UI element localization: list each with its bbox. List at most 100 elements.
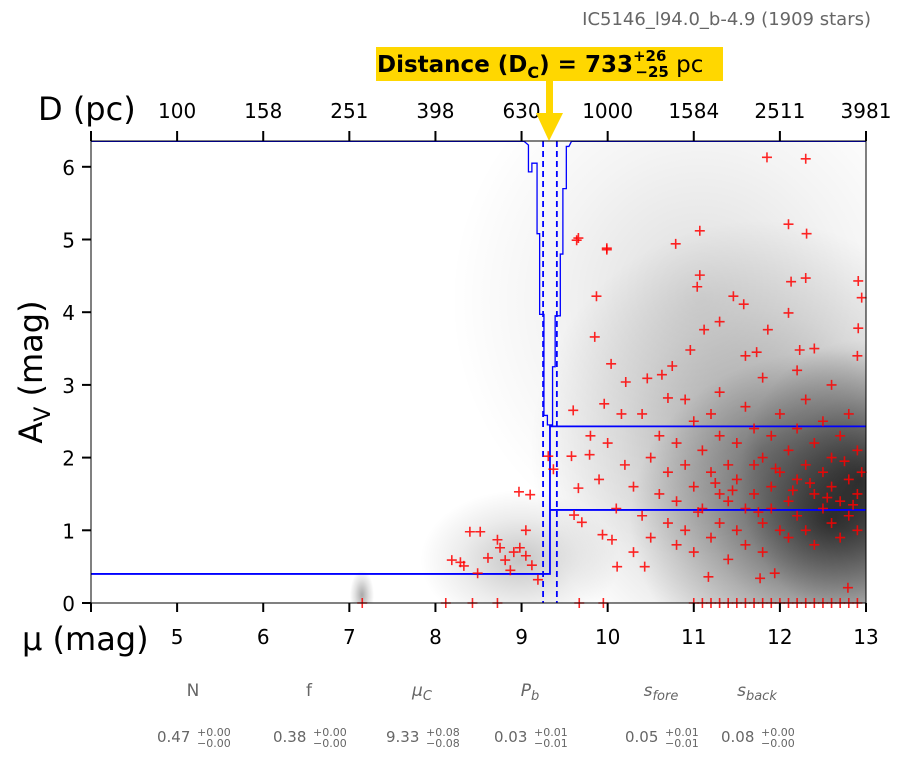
star-marker bbox=[464, 526, 475, 537]
star-marker bbox=[835, 532, 846, 543]
y-tick-label: 2 bbox=[62, 447, 75, 471]
star-marker bbox=[774, 408, 785, 419]
star-marker bbox=[766, 503, 777, 514]
star-marker bbox=[656, 369, 667, 380]
star-marker bbox=[761, 152, 772, 163]
star-marker bbox=[740, 539, 751, 550]
star-marker bbox=[783, 496, 794, 507]
star-marker bbox=[766, 481, 777, 492]
param-lower-error: −0.00 bbox=[313, 737, 347, 750]
star-marker bbox=[616, 408, 627, 419]
param-label: sfore bbox=[644, 681, 679, 704]
distance-annotation: Distance (DC) = 733+26 −25 pc bbox=[376, 47, 723, 141]
posterior-curve bbox=[91, 140, 866, 426]
star-marker bbox=[817, 416, 828, 427]
param-value: 9.33 bbox=[386, 728, 419, 746]
star-marker bbox=[492, 534, 503, 545]
star-marker bbox=[800, 394, 811, 405]
param-upper-error: +0.01 bbox=[665, 726, 699, 739]
star-marker bbox=[697, 445, 708, 456]
star-marker bbox=[645, 452, 656, 463]
star-marker bbox=[693, 507, 704, 518]
annotation-arrow-head bbox=[536, 113, 563, 141]
extinction-model-line bbox=[91, 425, 866, 575]
star-marker bbox=[757, 518, 768, 529]
star-marker bbox=[525, 489, 536, 500]
star-marker bbox=[755, 573, 766, 584]
x-axis: 5 6 7 8 9 10 11 12 13 bbox=[90, 603, 879, 649]
star-marker bbox=[774, 525, 785, 536]
star-marker bbox=[475, 526, 486, 537]
star-marker bbox=[611, 503, 622, 514]
star-marker bbox=[543, 451, 554, 462]
param-label: Pb bbox=[521, 681, 540, 704]
star-marker bbox=[740, 503, 751, 514]
param-upper-error: +0.08 bbox=[426, 726, 460, 739]
top-tick-label: 630 bbox=[502, 99, 540, 123]
star-marker bbox=[703, 571, 714, 582]
param-value: 0.47 bbox=[157, 728, 190, 746]
top-tick-label: 2511 bbox=[754, 99, 805, 123]
star-marker bbox=[731, 525, 742, 536]
star-marker bbox=[751, 347, 762, 358]
star-marker bbox=[852, 488, 863, 499]
param-lower-error: −0.08 bbox=[426, 737, 460, 750]
star-marker bbox=[842, 582, 853, 593]
star-marker bbox=[662, 392, 673, 403]
star-marker bbox=[728, 291, 739, 302]
star-marker bbox=[843, 510, 854, 521]
star-marker bbox=[680, 394, 691, 405]
star-marker bbox=[589, 331, 600, 342]
star-marker bbox=[826, 481, 837, 492]
star-marker bbox=[852, 525, 863, 536]
star-marker bbox=[856, 292, 867, 303]
star-marker bbox=[794, 345, 805, 356]
star-marker bbox=[569, 510, 580, 521]
star-marker bbox=[809, 438, 820, 449]
star-marker bbox=[482, 552, 493, 563]
star-marker bbox=[654, 430, 665, 441]
star-marker bbox=[645, 532, 656, 543]
y-axis-label: AV (mag) bbox=[12, 300, 56, 443]
param-label: N bbox=[187, 681, 200, 701]
star-marker bbox=[835, 496, 846, 507]
star-marker bbox=[671, 496, 682, 507]
star-marker bbox=[800, 459, 811, 470]
y-tick-label: 1 bbox=[62, 519, 75, 543]
star-marker bbox=[792, 510, 803, 521]
star-marker bbox=[667, 360, 678, 371]
star-marker bbox=[783, 532, 794, 543]
star-marker bbox=[809, 539, 820, 550]
x-tick-label: 8 bbox=[429, 625, 442, 649]
star-marker bbox=[571, 235, 582, 246]
star-marker bbox=[694, 225, 705, 236]
top-tick-label: 251 bbox=[330, 99, 368, 123]
star-marker bbox=[786, 276, 797, 287]
param-label: μC bbox=[411, 681, 433, 704]
x-tick-label: 13 bbox=[853, 625, 878, 649]
param-upper-error: +0.01 bbox=[534, 726, 568, 739]
star-marker bbox=[787, 485, 798, 496]
star-marker bbox=[826, 518, 837, 529]
star-marker bbox=[680, 459, 691, 470]
top-tick-label: 100 bbox=[158, 99, 196, 123]
star-marker bbox=[757, 547, 768, 558]
star-marker bbox=[606, 534, 617, 545]
x-tick-label: 10 bbox=[595, 625, 620, 649]
star-marker bbox=[783, 219, 794, 230]
star-marker bbox=[591, 291, 602, 302]
x-tick-label: 5 bbox=[171, 625, 184, 649]
star-marker bbox=[688, 481, 699, 492]
y-axis: 0 1 2 3 4 5 6 bbox=[62, 156, 91, 616]
star-marker bbox=[817, 467, 828, 478]
star-marker bbox=[573, 483, 584, 494]
star-marker bbox=[714, 488, 725, 499]
star-marker bbox=[769, 568, 780, 579]
param-value: 0.38 bbox=[273, 728, 306, 746]
star-marker bbox=[714, 387, 725, 398]
star-marker bbox=[566, 451, 577, 462]
star-marker bbox=[670, 238, 681, 249]
star-marker bbox=[714, 316, 725, 327]
star-marker bbox=[694, 270, 705, 281]
y-tick-label: 4 bbox=[62, 301, 75, 325]
